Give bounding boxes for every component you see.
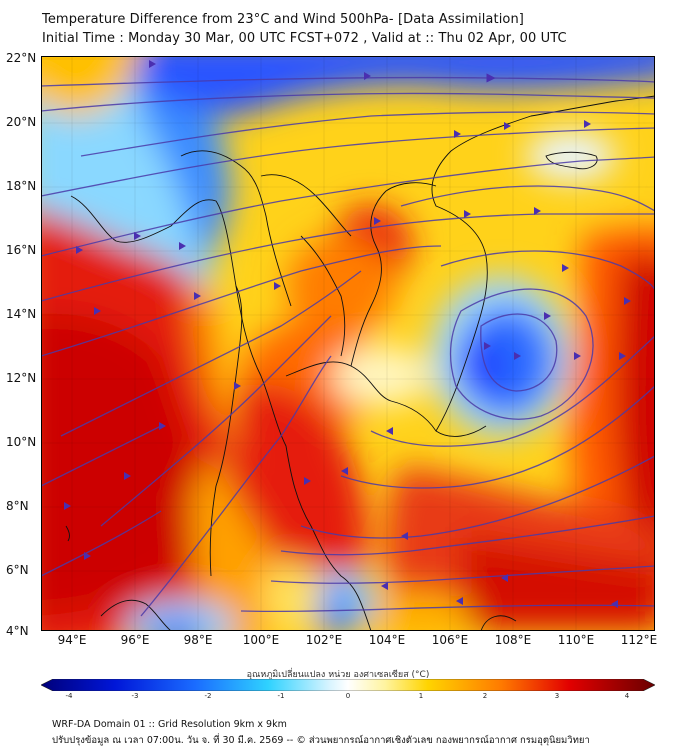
lon-label: 112°E	[620, 633, 658, 647]
chart-subtitle: Initial Time : Monday 30 Mar, 00 UTC FCS…	[42, 31, 567, 46]
lon-label: 108°E	[494, 633, 532, 647]
streamlines	[41, 73, 655, 617]
lon-label: 96°E	[120, 633, 150, 647]
footer-credit: ปรับปรุงข้อมูล ณ เวลา 07:00น. วัน จ. ที่…	[52, 735, 590, 746]
footer-model-info: WRF-DA Domain 01 :: Grid Resolution 9km …	[52, 719, 287, 730]
colorbar-tick: -1	[277, 692, 285, 700]
colorbar-label: อุณหภูมิเปลี่ยนแปลง หน่วย องศาเซลเซียส (…	[246, 670, 430, 680]
lat-label: 12°N	[6, 371, 37, 385]
chart-title: Temperature Difference from 23°C and Win…	[42, 12, 524, 27]
colorbar	[41, 679, 655, 691]
colorbar-tick: -4	[65, 692, 73, 700]
colorbar-tick: 4	[624, 692, 630, 700]
lon-label: 110°E	[557, 633, 595, 647]
wind-arrowheads	[64, 60, 631, 608]
coastlines	[65, 95, 655, 631]
lat-label: 8°N	[6, 499, 29, 513]
lat-label: 6°N	[6, 563, 29, 577]
lon-label: 98°E	[183, 633, 213, 647]
lon-label: 104°E	[368, 633, 406, 647]
lon-label: 94°E	[57, 633, 87, 647]
lat-label: 22°N	[6, 51, 37, 65]
map-frame	[41, 56, 655, 631]
colorbar-tick: 0	[345, 692, 351, 700]
lon-label: 100°E	[242, 633, 280, 647]
lat-label: 16°N	[6, 243, 37, 257]
lat-label: 4°N	[6, 624, 29, 638]
colorbar-tick: 2	[482, 692, 488, 700]
colorbar-tick: 3	[554, 692, 560, 700]
lat-label: 10°N	[6, 435, 37, 449]
lon-label: 102°E	[305, 633, 343, 647]
temperature-field	[41, 56, 655, 631]
lat-label: 18°N	[6, 179, 37, 193]
lon-label: 106°E	[431, 633, 469, 647]
colorbar-tick: 1	[418, 692, 424, 700]
lat-label: 14°N	[6, 307, 37, 321]
colorbar-tick: -2	[204, 692, 212, 700]
temperature-map	[41, 56, 655, 631]
lat-label: 20°N	[6, 115, 37, 129]
colorbar-tick: -3	[131, 692, 139, 700]
